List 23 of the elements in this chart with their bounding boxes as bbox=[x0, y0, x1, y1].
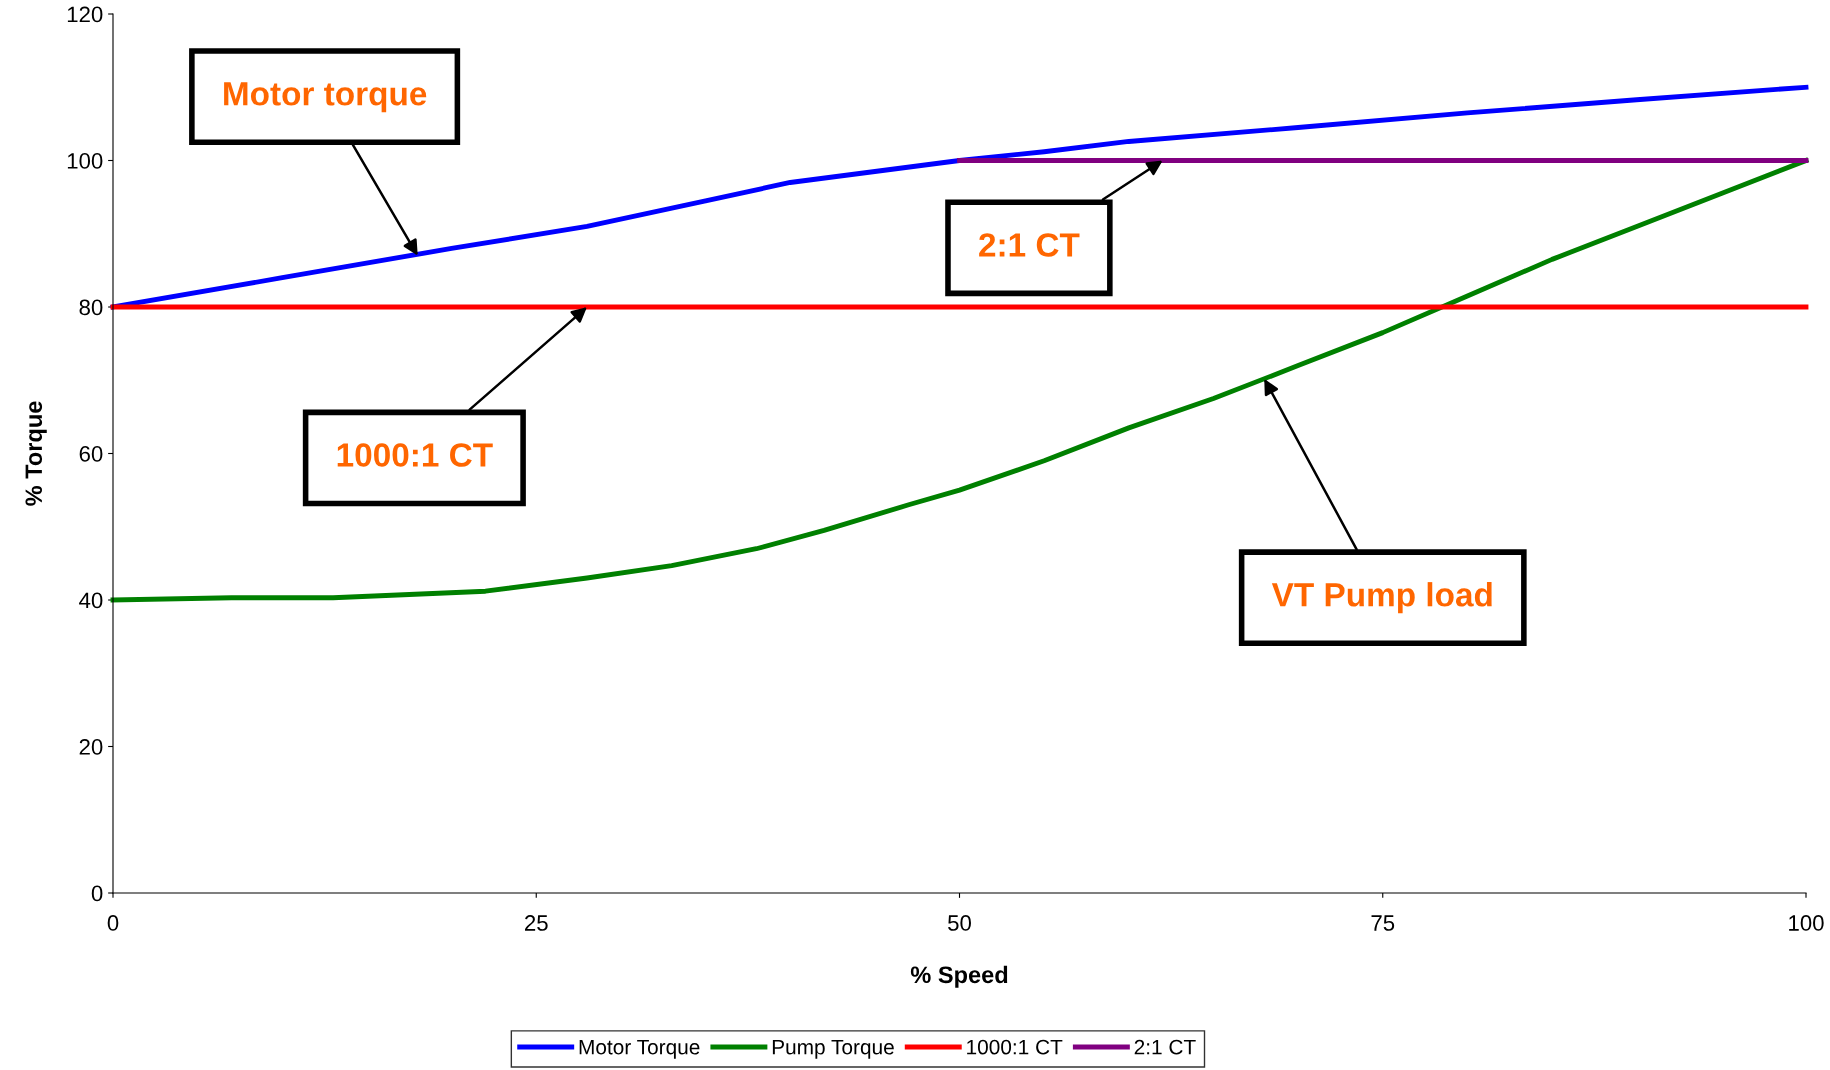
x-tick-label: 100 bbox=[1789, 915, 1824, 931]
y-tick-label: 40 bbox=[79, 592, 103, 609]
annotation: Motor torque bbox=[224, 82, 427, 113]
legend-label: 1000:1 CT bbox=[967, 1039, 1063, 1055]
legend-label: 2:1 CT bbox=[1134, 1039, 1196, 1055]
y-tick-label: 20 bbox=[79, 739, 103, 755]
annotation: 2:1 CT bbox=[979, 233, 1080, 257]
annotation: 1000:1 CT bbox=[337, 443, 493, 467]
legend-label: Pump Torque bbox=[772, 1039, 894, 1059]
annotation: VT Pump load bbox=[1271, 582, 1492, 614]
x-tick-label: 50 bbox=[948, 915, 971, 931]
y-tick-label: 120 bbox=[67, 6, 103, 23]
x-axis-title: % Speed bbox=[910, 965, 1008, 988]
y-tick-label: 80 bbox=[79, 299, 103, 316]
line-series bbox=[110, 84, 1809, 310]
x-tick-label: 25 bbox=[525, 915, 548, 931]
y-tick-label: 100 bbox=[67, 153, 103, 169]
x-tick-label: 75 bbox=[1371, 915, 1395, 931]
x-tick-label: 0 bbox=[107, 915, 119, 931]
y-tick-label: 0 bbox=[91, 885, 103, 902]
y-tick-label: 60 bbox=[79, 446, 103, 462]
y-axis-title: % Torque bbox=[25, 401, 47, 506]
legend-label: Motor Torque bbox=[579, 1039, 700, 1059]
